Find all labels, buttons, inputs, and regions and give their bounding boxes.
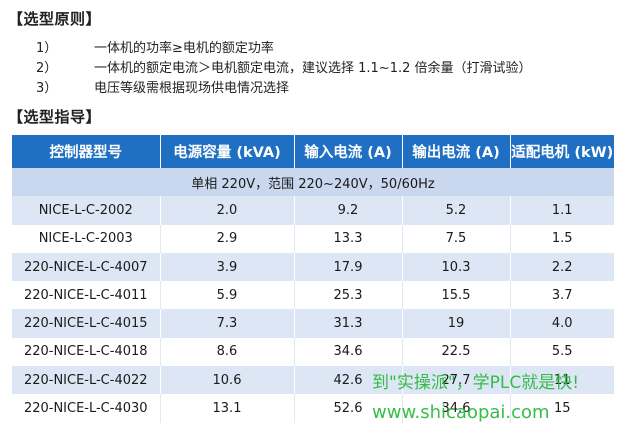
cell-capacity: 13.1 [160, 394, 295, 423]
cell-output-current: 27.7 [402, 366, 511, 395]
cell-capacity: 2.9 [160, 224, 295, 253]
cell-output-current: 34.6 [402, 394, 511, 423]
cell-output-current: 19 [402, 309, 511, 338]
cell-input-current: 31.3 [294, 309, 403, 338]
cell-motor: 1.1 [510, 196, 614, 225]
cell-motor: 2.2 [510, 252, 614, 282]
cell-input-current: 17.9 [294, 252, 403, 282]
cell-model: NICE-L-C-2002 [12, 196, 161, 225]
cell-output-current: 10.3 [402, 252, 511, 282]
rule-item: 3） 电压等级需根据现场供电情况选择 [36, 77, 289, 96]
voltage-note: 单相 220V，范围 220~240V，50/60Hz [12, 168, 614, 197]
rule-item: 1） 一体机的功率≥电机的额定功率 [36, 37, 274, 56]
cell-capacity: 7.3 [160, 309, 295, 338]
cell-output-current: 22.5 [402, 337, 511, 367]
cell-motor: 15 [510, 394, 614, 423]
table-row: 220-NICE-L-C-4011 5.9 25.3 15.5 3.7 [12, 281, 614, 310]
cell-input-current: 9.2 [294, 196, 403, 225]
table-row: 220-NICE-L-C-4007 3.9 17.9 10.3 2.2 [12, 252, 614, 282]
header-output-current: 输出电流 (A) [402, 135, 511, 168]
cell-motor: 5.5 [510, 337, 614, 367]
rule-item: 2） 一体机的额定电流＞电机额定电流，建议选择 1.1~1.2 倍余量（打滑试验… [36, 57, 532, 76]
cell-motor: 11 [510, 366, 614, 395]
cell-output-current: 15.5 [402, 281, 511, 310]
cell-input-current: 42.6 [294, 366, 403, 395]
rule-number: 3） [36, 81, 58, 96]
section-title-guide: 【选型指导】 [8, 108, 102, 126]
selection-table: 控制器型号 电源容量 (kVA) 输入电流 (A) 输出电流 (A) 适配电机 … [12, 135, 614, 423]
cell-capacity: 10.6 [160, 366, 295, 395]
rule-text: 一体机的额定电流＞电机额定电流，建议选择 1.1~1.2 倍余量（打滑试验） [94, 61, 532, 76]
cell-capacity: 3.9 [160, 252, 295, 282]
cell-input-current: 34.6 [294, 337, 403, 367]
cell-output-current: 5.2 [402, 196, 511, 225]
table-row: 220-NICE-L-C-4022 10.6 42.6 27.7 11 [12, 366, 614, 395]
table-row: 220-NICE-L-C-4018 8.6 34.6 22.5 5.5 [12, 337, 614, 367]
cell-capacity: 5.9 [160, 281, 295, 310]
rule-number: 2） [36, 61, 58, 76]
cell-capacity: 8.6 [160, 337, 295, 367]
table-row: NICE-L-C-2003 2.9 13.3 7.5 1.5 [12, 224, 614, 253]
table-header-row: 控制器型号 电源容量 (kVA) 输入电流 (A) 输出电流 (A) 适配电机 … [12, 135, 614, 168]
cell-motor: 4.0 [510, 309, 614, 338]
cell-motor: 1.5 [510, 224, 614, 253]
cell-model: 220-NICE-L-C-4015 [12, 309, 161, 338]
cell-model: 220-NICE-L-C-4011 [12, 281, 161, 310]
cell-capacity: 2.0 [160, 196, 295, 225]
cell-model: 220-NICE-L-C-4007 [12, 252, 161, 282]
table-row: NICE-L-C-2002 2.0 9.2 5.2 1.1 [12, 196, 614, 225]
rule-number: 1） [36, 41, 58, 56]
section-title-principle: 【选型原则】 [8, 10, 102, 28]
header-motor-power: 适配电机 (kW) [510, 135, 614, 168]
cell-input-current: 13.3 [294, 224, 403, 253]
table-row: 220-NICE-L-C-4015 7.3 31.3 19 4.0 [12, 309, 614, 338]
cell-model: NICE-L-C-2003 [12, 224, 161, 253]
cell-input-current: 52.6 [294, 394, 403, 423]
header-power-capacity: 电源容量 (kVA) [160, 135, 295, 168]
table-note-row: 单相 220V，范围 220~240V，50/60Hz [12, 168, 614, 197]
table-row: 220-NICE-L-C-4030 13.1 52.6 34.6 15 [12, 394, 614, 423]
cell-model: 220-NICE-L-C-4018 [12, 337, 161, 367]
cell-model: 220-NICE-L-C-4030 [12, 394, 161, 423]
cell-motor: 3.7 [510, 281, 614, 310]
rule-text: 一体机的功率≥电机的额定功率 [94, 41, 274, 56]
header-controller-model: 控制器型号 [12, 135, 161, 168]
cell-model: 220-NICE-L-C-4022 [12, 366, 161, 395]
rule-text: 电压等级需根据现场供电情况选择 [94, 81, 290, 96]
cell-input-current: 25.3 [294, 281, 403, 310]
header-input-current: 输入电流 (A) [294, 135, 403, 168]
cell-output-current: 7.5 [402, 224, 511, 253]
